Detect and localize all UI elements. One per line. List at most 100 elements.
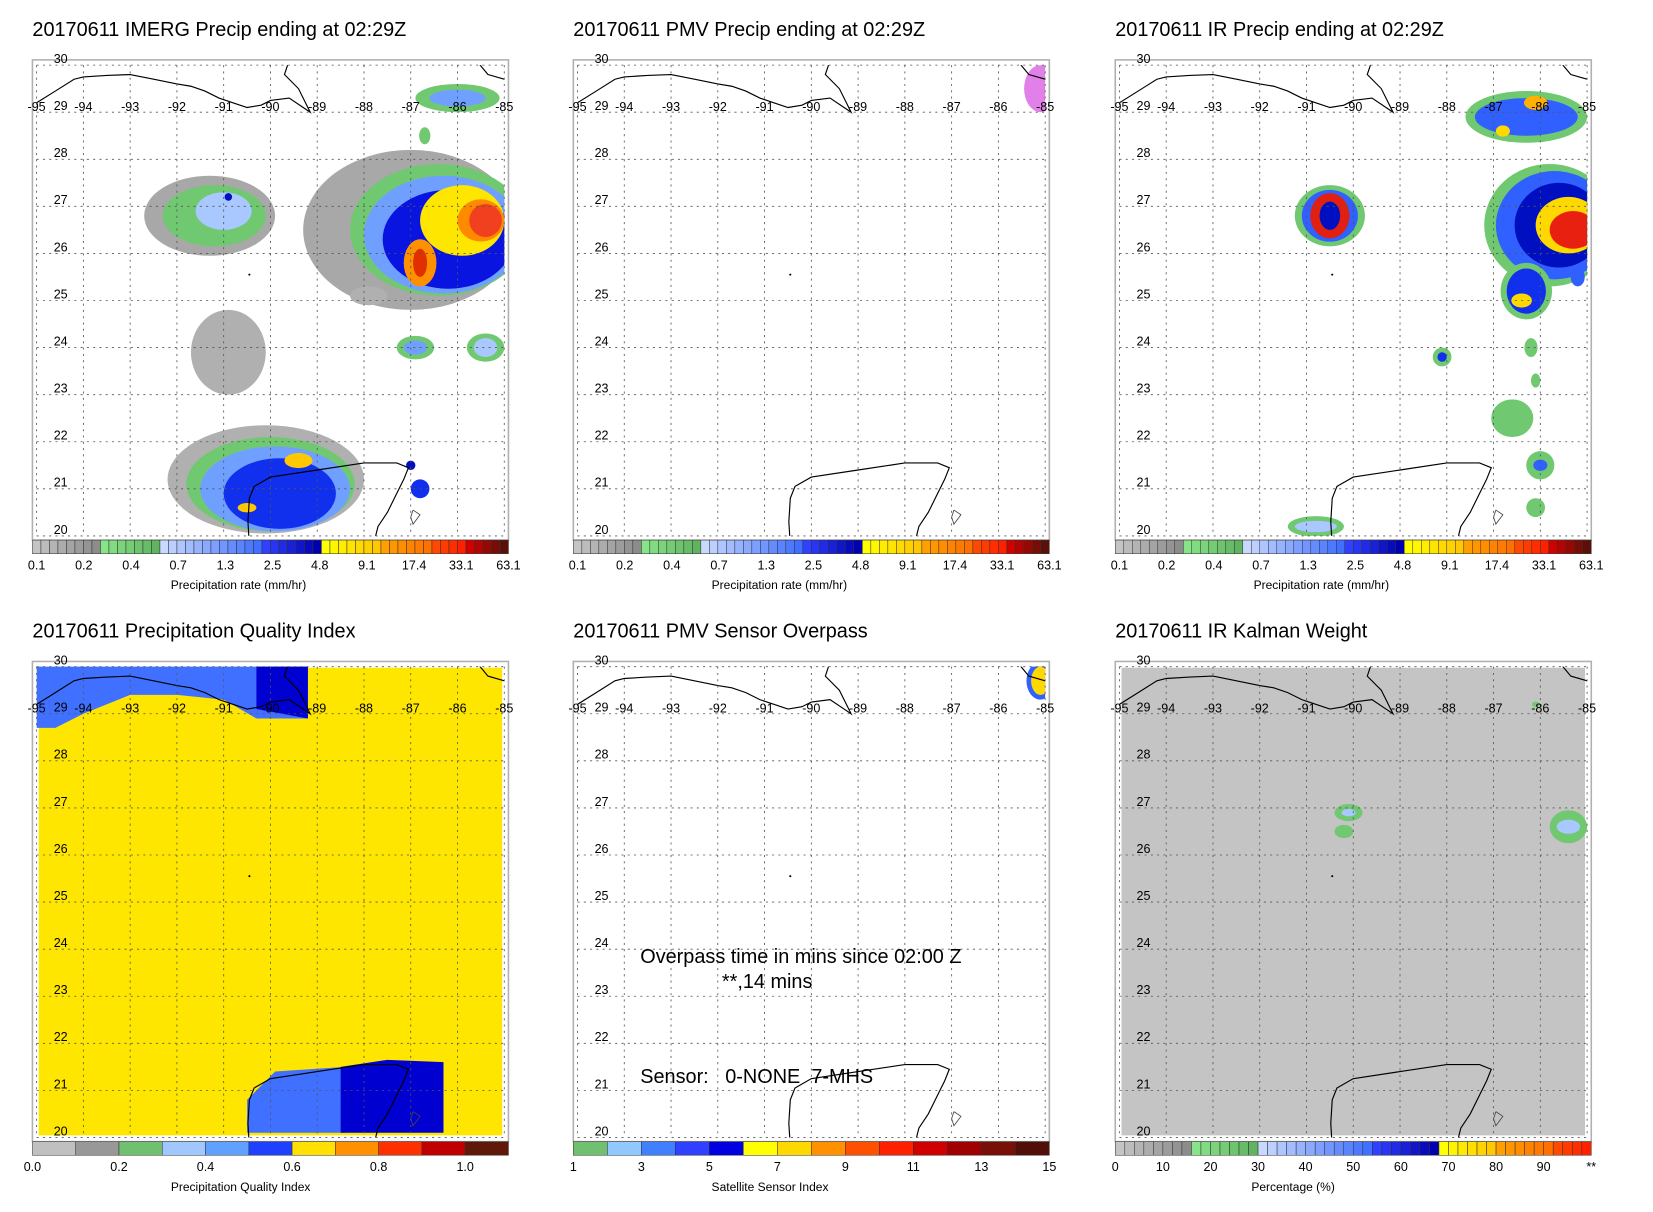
latitude-label: 24 — [595, 936, 609, 950]
longitude-label: -85 — [1578, 702, 1596, 716]
latitude-label: 26 — [1137, 240, 1151, 254]
colorbar-cell — [423, 539, 433, 554]
colorbar-cell — [491, 539, 501, 554]
latitude-label: 20 — [54, 523, 68, 537]
colorbar-cell — [1378, 539, 1388, 554]
latitude-label: 25 — [54, 287, 68, 301]
latitude-label: 27 — [595, 795, 609, 809]
longitude-label: -95 — [568, 702, 586, 716]
latitude-label: 27 — [595, 193, 609, 207]
latitude-label: 25 — [54, 889, 68, 903]
latitude-label: 28 — [1137, 748, 1151, 762]
colorbar-cell — [219, 539, 229, 554]
longitude-label: -89 — [1391, 100, 1409, 114]
panel-title: 20170611 IR Precip ending at 02:29Z — [1115, 19, 1444, 41]
colorbar-tick-label: 60 — [1394, 1160, 1408, 1174]
colorbar-cell — [248, 1141, 293, 1156]
longitude-label: -90 — [802, 702, 820, 716]
colorbar-cell — [378, 1141, 423, 1156]
colorbar-tick-label: 15 — [1042, 1160, 1056, 1174]
colorbar-cell — [474, 539, 484, 554]
colorbar-cell — [828, 539, 838, 554]
precip-cell — [473, 338, 498, 358]
colorbar-cell — [335, 1141, 379, 1156]
colorbar-cell — [1015, 539, 1025, 554]
colorbar-cell — [1372, 1141, 1383, 1156]
colorbar-cell — [981, 1141, 1016, 1156]
colorbar-cell — [1006, 539, 1016, 554]
plot-frame — [572, 59, 1051, 541]
colorbar-cell — [1533, 1141, 1544, 1156]
colorbar-cell — [1238, 1141, 1249, 1156]
colorbar-cell — [1497, 539, 1507, 554]
colorbar-tick-label: 11 — [907, 1160, 920, 1174]
colorbar-cell — [768, 539, 778, 554]
colorbar-cell — [151, 539, 161, 554]
colorbar-tick-label: 0.2 — [1158, 558, 1175, 572]
colorbar-cell — [709, 1141, 744, 1156]
colorbar-cell — [615, 539, 625, 554]
colorbar-cell — [1574, 539, 1584, 554]
colorbar-cell — [66, 539, 76, 554]
colorbar-tick-label: 2.5 — [805, 558, 822, 572]
longitude-label: -95 — [1110, 100, 1128, 114]
latitude-label: 24 — [595, 334, 609, 348]
colorbar-cell — [1395, 539, 1405, 554]
precip-cell — [1556, 819, 1581, 834]
precip-cell — [1334, 824, 1354, 839]
colorbar-cell — [74, 539, 84, 554]
colorbar-cell — [777, 1141, 812, 1156]
coastline — [247, 1063, 410, 1138]
colorbar-cell — [205, 1141, 250, 1156]
colorbar-cell — [1361, 539, 1371, 554]
colorbar-cell — [1114, 1141, 1126, 1156]
island-outline — [789, 273, 792, 276]
colorbar-cell — [1552, 1141, 1563, 1156]
colorbar-cell — [1174, 539, 1184, 554]
longitude-label: -94 — [1157, 100, 1175, 114]
colorbar-cell — [1191, 539, 1201, 554]
colorbar-cell — [440, 539, 450, 554]
longitude-label: -95 — [568, 100, 586, 114]
longitude-label: -85 — [1036, 100, 1054, 114]
colorbar-cell — [1438, 539, 1448, 554]
map-area — [577, 65, 1046, 536]
colorbar-cell — [1557, 539, 1567, 554]
colorbar-cell — [853, 539, 863, 554]
colorbar-cell — [1131, 539, 1142, 554]
latitude-label: 20 — [1137, 523, 1151, 537]
precip-cell — [1526, 498, 1546, 518]
colorbar-cell — [811, 1141, 846, 1156]
colorbar-cell — [1153, 1141, 1164, 1156]
colorbar-cell — [1523, 539, 1533, 554]
longitude-label: -91 — [1297, 702, 1315, 716]
colorbar-cell — [734, 539, 744, 554]
colorbar-cell — [1438, 1141, 1449, 1156]
colorbar-cell — [338, 539, 348, 554]
precip-cell — [1495, 125, 1510, 137]
latitude-label: 28 — [595, 146, 609, 160]
latitude-label: 29 — [1137, 99, 1151, 113]
longitude-label: -87 — [943, 702, 961, 716]
longitude-label: -93 — [1204, 100, 1222, 114]
colorbar-tick-label: 3 — [638, 1160, 645, 1174]
colorbar-cell — [675, 539, 685, 554]
colorbar-label: Precipitation rate (mm/hr) — [1254, 578, 1390, 592]
colorbar-cell — [346, 539, 356, 554]
longitude-label: -95 — [1110, 702, 1128, 716]
longitude-label: -92 — [1251, 702, 1269, 716]
colorbar-cell — [1524, 1141, 1535, 1156]
coastline — [247, 462, 410, 536]
colorbar-cell — [287, 539, 297, 554]
colorbar-cell — [1267, 1141, 1278, 1156]
island-outline — [1331, 875, 1334, 878]
latitude-label: 22 — [595, 1030, 609, 1044]
latitude-label: 26 — [595, 842, 609, 856]
colorbar-cell — [1023, 539, 1033, 554]
field-region — [256, 666, 308, 719]
colorbar-label: Satellite Sensor Index — [712, 1180, 829, 1194]
precip-cell — [1437, 352, 1447, 362]
latitude-label: 20 — [595, 1124, 609, 1138]
colorbar-cell — [389, 539, 399, 554]
colorbar-cell — [845, 1141, 880, 1156]
